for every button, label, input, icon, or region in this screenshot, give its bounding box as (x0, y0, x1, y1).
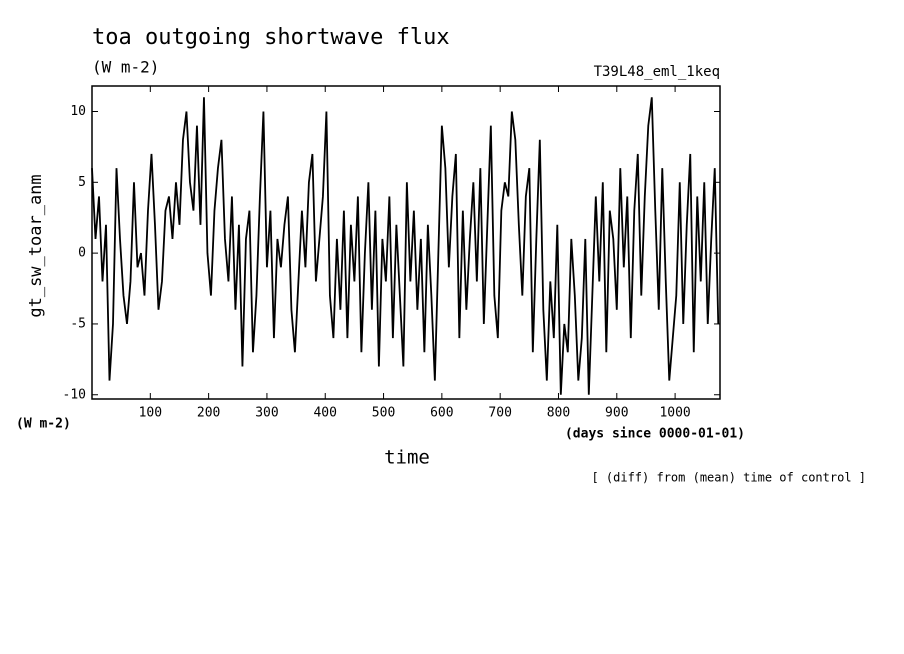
y-tick-label: -5 (70, 316, 86, 331)
x-axis-label: time (384, 447, 430, 469)
x-tick-label: 800 (547, 406, 570, 421)
annotation: T39L48_eml_1keq (594, 64, 720, 80)
x-tick-label: 400 (313, 406, 336, 421)
x-tick-label: 700 (488, 406, 511, 421)
y-axis-label: gt_sw_toar_anm (26, 174, 46, 317)
x-tick-label: 1000 (659, 406, 690, 421)
x-tick-label: 600 (430, 406, 453, 421)
chart-title: toa outgoing shortwave flux (92, 25, 450, 50)
x-tick-label: 100 (139, 406, 162, 421)
x-tick-label: 200 (197, 406, 220, 421)
y-tick-label: -10 (63, 387, 86, 402)
chart-subtitle: (W m-2) (92, 58, 159, 77)
footnote: [ (diff) from (mean) time of control ] (591, 471, 866, 485)
y-axis-unit: (W m-2) (16, 417, 71, 432)
x-tick-label: 300 (255, 406, 278, 421)
x-axis-unit: (days since 0000-01-01) (565, 427, 745, 442)
y-tick-label: 5 (78, 175, 86, 190)
y-tick-label: 0 (78, 246, 86, 261)
x-tick-label: 500 (372, 406, 395, 421)
y-tick-label: 10 (70, 104, 86, 119)
data-line (91, 97, 720, 395)
plot-frame (91, 85, 721, 400)
x-tick-label: 900 (605, 406, 628, 421)
